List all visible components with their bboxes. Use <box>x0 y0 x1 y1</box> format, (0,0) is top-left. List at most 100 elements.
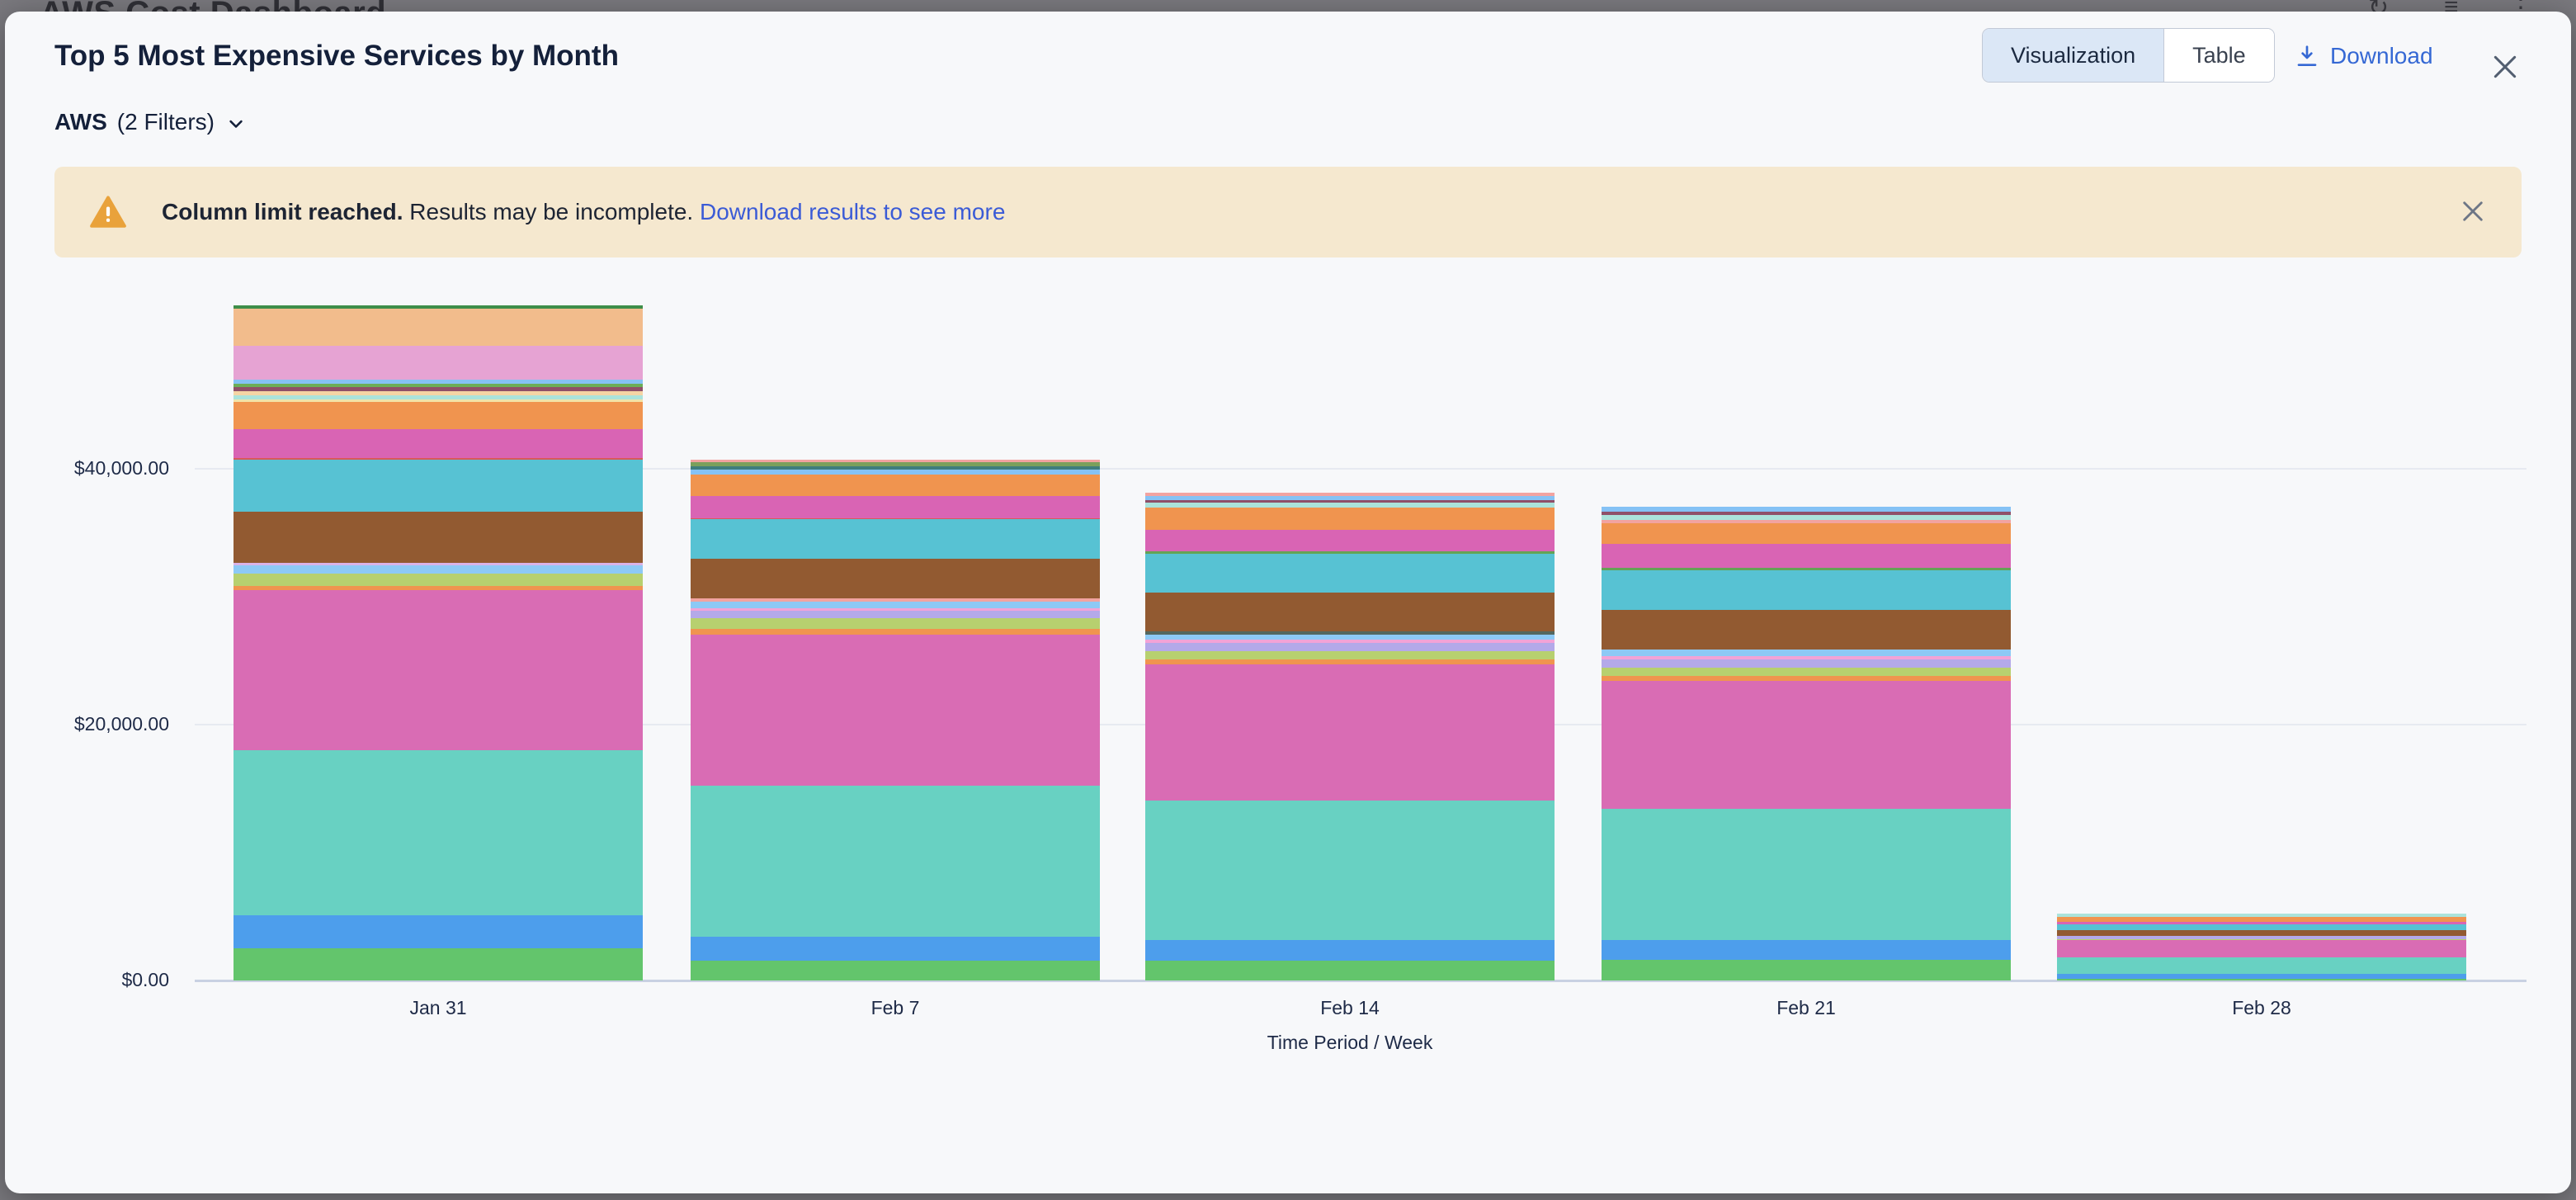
bar-segment[interactable] <box>2057 914 2466 918</box>
bar-segment[interactable] <box>691 937 1100 961</box>
bar-segment[interactable] <box>691 518 1100 520</box>
download-button[interactable]: Download <box>2289 38 2438 74</box>
bar-segment[interactable] <box>234 384 643 388</box>
bar-segment[interactable] <box>234 346 643 380</box>
bar-segment[interactable] <box>1145 551 1555 555</box>
bar-segment[interactable] <box>1602 544 2011 569</box>
bar-segment[interactable] <box>1145 631 1555 635</box>
x-axis-tick-label: Feb 21 <box>1776 997 1836 1018</box>
bar-segment[interactable] <box>691 635 1100 787</box>
bar-segment[interactable] <box>1602 523 2011 545</box>
bar-segment[interactable] <box>691 786 1100 938</box>
bar-segment[interactable] <box>234 305 643 309</box>
bar-segment[interactable] <box>1145 593 1555 632</box>
bar-segment[interactable] <box>234 391 643 396</box>
bar-segment[interactable] <box>2057 940 2466 958</box>
bar-segment[interactable] <box>1145 530 1555 552</box>
bar-segment[interactable] <box>1145 500 1555 503</box>
bar-segment[interactable] <box>2057 957 2466 975</box>
bar-segment[interactable] <box>691 961 1100 980</box>
bar-segment[interactable] <box>234 565 643 574</box>
bar-segment[interactable] <box>1145 643 1555 652</box>
bar-segment[interactable] <box>1145 496 1555 501</box>
bar-segment[interactable] <box>234 458 643 461</box>
bar-segment[interactable] <box>1145 508 1555 531</box>
bar-segment[interactable] <box>1145 961 1555 980</box>
bar-segment[interactable] <box>234 399 643 403</box>
banner-download-link[interactable]: Download results to see more <box>700 199 1006 224</box>
bar-segment[interactable] <box>1602 960 2011 980</box>
bar-segment[interactable] <box>1602 515 2011 521</box>
filter-dropdown[interactable]: AWS (2 Filters) <box>54 109 248 135</box>
banner-body: Results may be incomplete. <box>409 199 694 224</box>
bar-segment[interactable] <box>1602 570 2011 611</box>
bar-segment[interactable] <box>691 460 1100 463</box>
bar-segment[interactable] <box>1602 668 2011 677</box>
bar-segment[interactable] <box>1145 635 1555 640</box>
bar-segment[interactable] <box>234 387 643 392</box>
bar-segment[interactable] <box>1145 554 1555 593</box>
page-title: Top 5 Most Expensive Services by Month <box>54 40 619 72</box>
bar-segment[interactable] <box>691 462 1100 467</box>
bar-segment[interactable] <box>1602 659 2011 669</box>
tab-visualization[interactable]: Visualization <box>1983 29 2165 82</box>
bar-segment[interactable] <box>234 915 643 949</box>
bar-segment[interactable] <box>234 380 643 385</box>
bar-segment[interactable] <box>234 429 643 459</box>
bar-segment[interactable] <box>691 466 1100 470</box>
bar-segment[interactable] <box>234 948 643 980</box>
bar-segment[interactable] <box>234 402 643 430</box>
bar-segment[interactable] <box>691 559 1100 599</box>
bar-segment[interactable] <box>2057 930 2466 937</box>
bar-segment[interactable] <box>2057 922 2466 925</box>
bar-segment[interactable] <box>691 608 1100 612</box>
tab-table[interactable]: Table <box>2164 29 2274 82</box>
bar-segment[interactable] <box>234 574 643 587</box>
bar-segment[interactable] <box>234 586 643 591</box>
bar-segment[interactable] <box>1602 676 2011 682</box>
bar-segment[interactable] <box>234 395 643 400</box>
bar-segment[interactable] <box>1602 656 2011 660</box>
bar-segment[interactable] <box>234 590 643 751</box>
bar-segment[interactable] <box>1602 512 2011 516</box>
bar-segment[interactable] <box>1602 809 2011 941</box>
bar-segment[interactable] <box>691 496 1100 519</box>
bar-segment[interactable] <box>691 475 1100 497</box>
bar-segment[interactable] <box>234 460 643 513</box>
bar-segment[interactable] <box>2057 936 2466 940</box>
bar-segment[interactable] <box>691 611 1100 619</box>
bar-segment[interactable] <box>2057 979 2466 980</box>
bar-segment[interactable] <box>234 512 643 564</box>
bar-segment[interactable] <box>691 598 1100 602</box>
bar-segment[interactable] <box>2057 924 2466 931</box>
bar-segment[interactable] <box>234 750 643 916</box>
bar-segment[interactable] <box>1602 507 2011 513</box>
bar-segment[interactable] <box>1145 651 1555 660</box>
bar-segment[interactable] <box>234 563 643 566</box>
bar-segment[interactable] <box>1145 503 1555 508</box>
bar-segment[interactable] <box>1602 610 2011 650</box>
bar-segment[interactable] <box>1145 801 1555 941</box>
bar-segment[interactable] <box>1602 568 2011 571</box>
bar-segment[interactable] <box>1602 520 2011 524</box>
close-modal-button[interactable] <box>2487 50 2523 86</box>
bar-segment[interactable] <box>1602 940 2011 960</box>
bar-segment[interactable] <box>1145 664 1555 801</box>
y-axis-tick-label: $20,000.00 <box>73 713 169 735</box>
bar-segment[interactable] <box>1602 650 2011 657</box>
bar-segment[interactable] <box>1145 659 1555 665</box>
bar-segment[interactable] <box>691 519 1100 560</box>
dismiss-banner-button[interactable] <box>2456 195 2490 229</box>
bar-segment[interactable] <box>1145 493 1555 497</box>
bar-segment[interactable] <box>2057 917 2466 923</box>
bar-segment[interactable] <box>234 309 643 347</box>
bar-segment[interactable] <box>1145 940 1555 961</box>
bar-segment[interactable] <box>2057 974 2466 980</box>
bar-segment[interactable] <box>691 629 1100 635</box>
bar-segment[interactable] <box>691 618 1100 630</box>
bar-segment[interactable] <box>1145 640 1555 644</box>
bar-segment[interactable] <box>2057 939 2466 941</box>
bar-segment[interactable] <box>691 602 1100 609</box>
bar-segment[interactable] <box>691 470 1100 475</box>
bar-segment[interactable] <box>1602 681 2011 810</box>
